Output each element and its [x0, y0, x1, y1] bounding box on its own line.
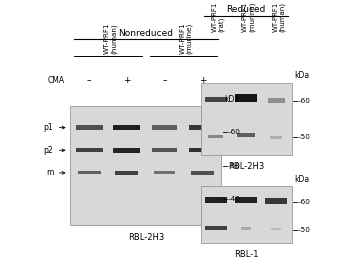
Bar: [113, 148, 141, 153]
Bar: [189, 148, 216, 153]
Text: CMA: CMA: [48, 76, 65, 85]
Text: (murine): (murine): [248, 2, 255, 32]
Text: kDa: kDa: [294, 175, 309, 184]
Text: –40: –40: [228, 196, 241, 202]
Text: (human): (human): [279, 2, 285, 32]
Text: –50: –50: [298, 134, 311, 140]
Text: +: +: [199, 76, 206, 85]
Bar: [265, 198, 287, 204]
Bar: [152, 125, 177, 130]
Bar: [152, 148, 177, 152]
Text: m: m: [46, 168, 53, 177]
Bar: [241, 227, 251, 230]
Text: RBL-2H3: RBL-2H3: [228, 162, 264, 171]
Bar: [201, 83, 292, 155]
Bar: [191, 171, 214, 175]
Text: –60: –60: [298, 199, 311, 205]
Text: (rat): (rat): [218, 17, 225, 32]
Bar: [235, 94, 257, 102]
Bar: [205, 226, 227, 230]
Text: (murine): (murine): [186, 23, 192, 54]
Bar: [270, 136, 282, 139]
Bar: [201, 186, 292, 243]
Text: WT-PRF1: WT-PRF1: [242, 2, 248, 32]
Bar: [237, 133, 255, 137]
Bar: [268, 98, 285, 103]
Text: –60: –60: [298, 98, 311, 104]
Text: kDa: kDa: [294, 71, 309, 80]
Text: RBL-2H3: RBL-2H3: [128, 233, 164, 242]
Text: (human): (human): [110, 24, 117, 54]
Text: WT-PRF1: WT-PRF1: [212, 2, 218, 32]
Text: p1: p1: [44, 123, 53, 132]
Bar: [115, 171, 139, 175]
Text: WT-PRF1: WT-PRF1: [272, 2, 278, 32]
Bar: [75, 148, 103, 152]
Bar: [189, 125, 216, 130]
Text: +: +: [123, 76, 131, 85]
Bar: [154, 171, 175, 174]
Bar: [205, 97, 227, 102]
Text: –: –: [87, 76, 92, 85]
Bar: [205, 197, 227, 203]
Bar: [75, 125, 103, 130]
Bar: [113, 125, 141, 130]
Text: Nonreduced: Nonreduced: [118, 28, 173, 38]
Bar: [235, 197, 257, 203]
Text: p2: p2: [44, 146, 53, 155]
Text: WT-PRF1: WT-PRF1: [104, 23, 110, 54]
Text: –60: –60: [228, 130, 241, 135]
Text: –50: –50: [228, 163, 241, 169]
Text: Reduced: Reduced: [226, 5, 266, 14]
Text: –: –: [162, 76, 167, 85]
Text: –50: –50: [298, 227, 311, 233]
Bar: [70, 106, 221, 225]
Bar: [78, 171, 101, 175]
Text: kDa: kDa: [224, 95, 239, 104]
Bar: [272, 228, 281, 231]
Bar: [208, 135, 223, 138]
Text: RBL-1: RBL-1: [234, 250, 258, 259]
Text: WT-PRF1: WT-PRF1: [179, 23, 185, 54]
